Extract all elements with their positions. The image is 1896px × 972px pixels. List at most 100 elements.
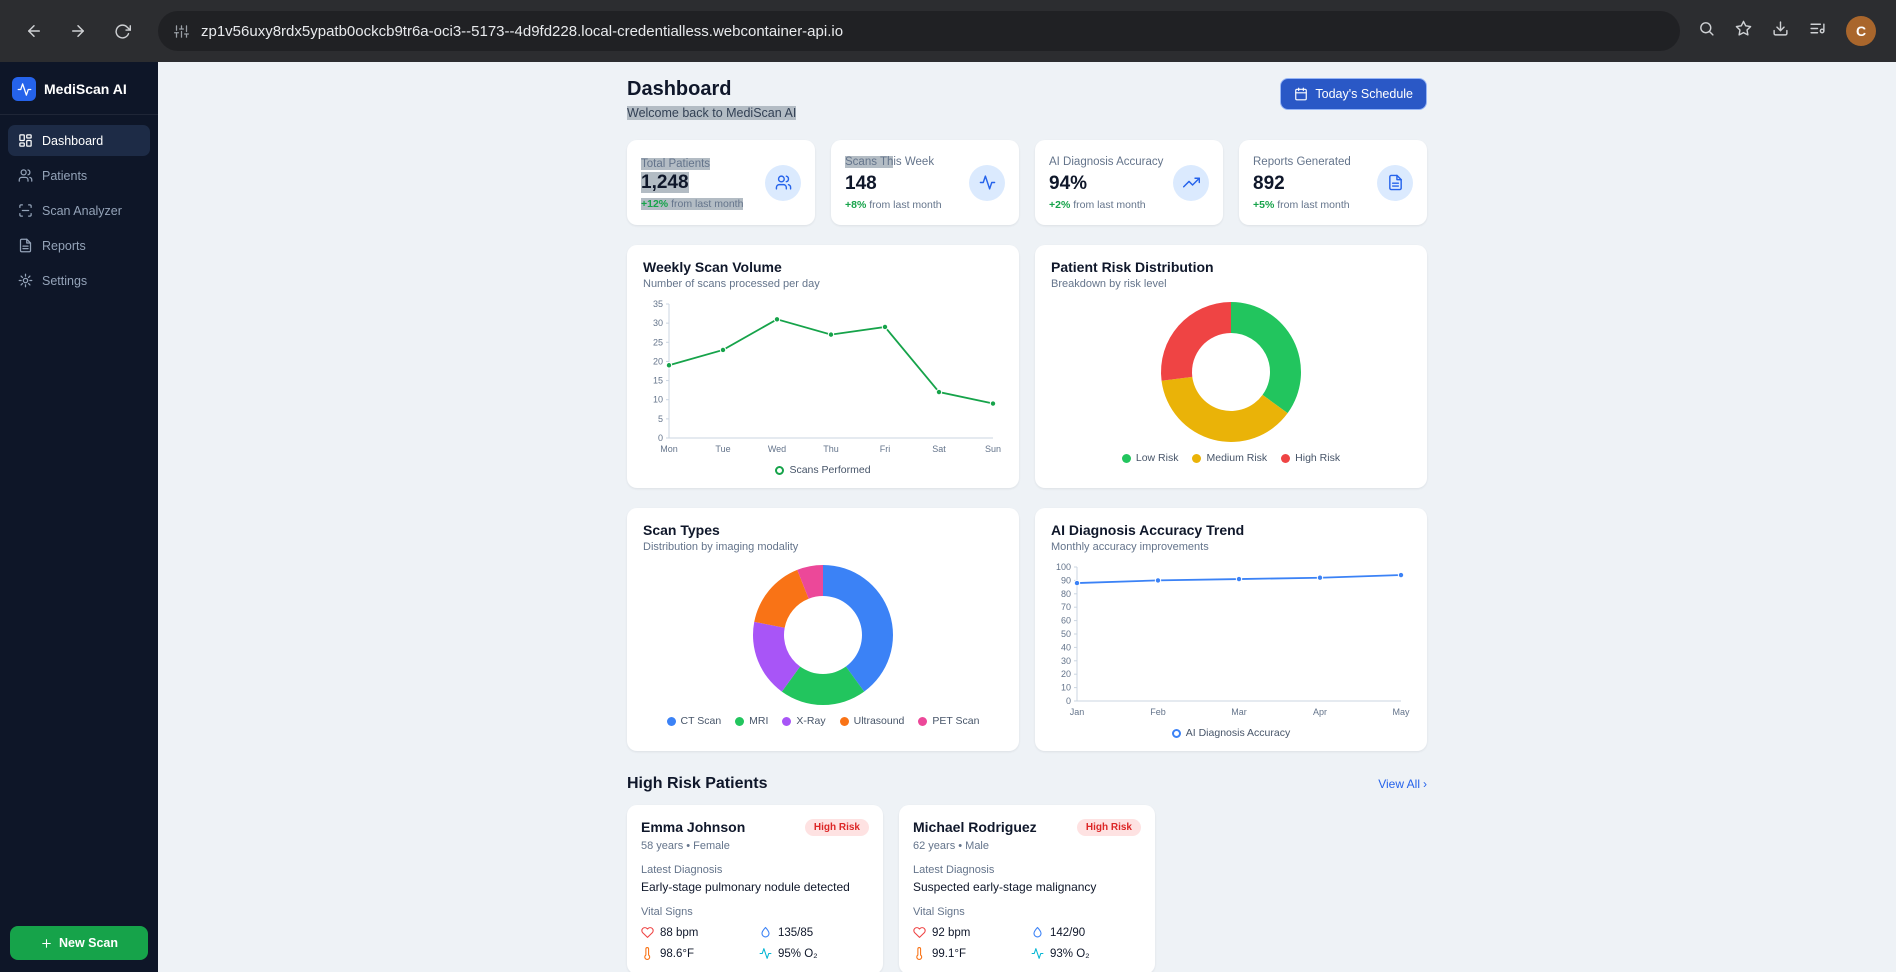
users-icon	[18, 169, 33, 182]
bookmark-star-icon[interactable]	[1735, 20, 1752, 42]
new-scan-button[interactable]: New Scan	[10, 926, 148, 960]
chart-legend: AI Diagnosis Accuracy	[1051, 727, 1411, 739]
stat-change: +8% from last month	[845, 199, 942, 211]
reload-button[interactable]	[104, 13, 140, 49]
svg-text:25: 25	[653, 337, 663, 347]
diagnosis-text: Early-stage pulmonary nodule detected	[641, 880, 850, 894]
svg-text:Apr: Apr	[1313, 707, 1327, 717]
legend-item: Scans Performed	[775, 464, 871, 476]
svg-text:70: 70	[1061, 602, 1071, 612]
charts-grid: Weekly Scan Volume Number of scans proce…	[627, 245, 1427, 751]
stat-value: 1,248	[641, 171, 689, 193]
svg-text:Tue: Tue	[715, 444, 730, 454]
sidebar-item-label: Settings	[42, 273, 88, 288]
stat-label: AI Diagnosis Accuracy	[1049, 156, 1164, 168]
stat-card-reports-generated: Reports Generated 892 +5% from last mont…	[1239, 140, 1427, 225]
svg-text:10: 10	[653, 395, 663, 405]
chart-card-scan-types: Scan Types Distribution by imaging modal…	[627, 508, 1019, 751]
chart-title: AI Diagnosis Accuracy Trend	[1051, 522, 1245, 538]
chart-card-weekly-scan-volume: Weekly Scan Volume Number of scans proce…	[627, 245, 1019, 488]
sidebar-item-settings[interactable]: Settings	[8, 265, 150, 296]
weekly-scan-volume-chart: 0 5 10 15 20 25 30 35 Mon Tue Wed Thu Fri Sat Sun	[653, 299, 1001, 454]
legend-item: Low Risk	[1121, 452, 1178, 464]
heart-icon	[641, 927, 654, 938]
page-subtitle: Welcome back to MediScan AI	[627, 106, 797, 120]
patient-name: Emma Johnson	[641, 819, 746, 835]
forward-button[interactable]	[60, 13, 96, 49]
svg-text:40: 40	[1061, 642, 1071, 652]
svg-text:20: 20	[653, 356, 663, 366]
site-settings-icon[interactable]	[174, 24, 189, 39]
chart-title: Weekly Scan Volume	[643, 259, 782, 275]
stat-label: Total Patients	[641, 157, 711, 170]
svg-text:50: 50	[1061, 629, 1071, 639]
svg-text:80: 80	[1061, 589, 1071, 599]
legend-item: High Risk	[1281, 452, 1340, 464]
view-all-link[interactable]: View All ›	[1378, 777, 1427, 791]
svg-text:Thu: Thu	[823, 444, 839, 454]
svg-text:Mar: Mar	[1231, 707, 1247, 717]
vitals-label: Vital Signs	[641, 906, 693, 918]
chart-legend: Scans Performed	[643, 464, 1003, 476]
media-queue-icon[interactable]	[1809, 20, 1826, 42]
gear-icon	[18, 273, 33, 288]
sidebar-nav: Dashboard Patients Scan Analyzer Reports…	[0, 115, 158, 306]
sidebar: MediScan AI Dashboard Patients Scan Anal…	[0, 62, 158, 972]
brand: MediScan AI	[0, 62, 158, 115]
sidebar-item-label: Reports	[42, 238, 86, 253]
stat-change: +12% from last month	[641, 197, 744, 210]
back-button[interactable]	[16, 13, 52, 49]
trending-up-icon	[1173, 164, 1209, 201]
svg-text:30: 30	[1061, 656, 1071, 666]
calendar-icon	[1295, 87, 1308, 101]
stat-card-scans-this-week: Scans This Week 148 +8% from last month	[831, 140, 1019, 225]
chart-title: Patient Risk Distribution	[1051, 259, 1214, 275]
svg-text:Fri: Fri	[880, 444, 891, 454]
patient-demographics: 62 years • Male	[913, 840, 989, 852]
svg-text:Sun: Sun	[985, 444, 1001, 454]
sidebar-item-scan-analyzer[interactable]: Scan Analyzer	[8, 195, 150, 226]
users-icon	[765, 164, 801, 201]
url-text[interactable]: zp1v56uxy8rdx5ypatb0ockcb9tr6a-oci3--517…	[201, 22, 844, 40]
svg-text:100: 100	[1056, 562, 1071, 572]
stat-change: +5% from last month	[1253, 199, 1350, 211]
patient-demographics: 58 years • Female	[641, 840, 730, 852]
risk-badge: High Risk	[1076, 819, 1141, 836]
todays-schedule-button[interactable]: Today's Schedule	[1280, 78, 1427, 110]
heart-icon	[913, 927, 926, 938]
oxygen-icon	[1031, 948, 1044, 959]
chart-legend: CT Scan MRI X-Ray Ultrasound PET Scan	[643, 715, 1003, 727]
sidebar-item-patients[interactable]: Patients	[8, 160, 150, 191]
legend-item: MRI	[735, 715, 768, 727]
risk-badge: High Risk	[804, 819, 869, 836]
vital-blood-pressure: 142/90	[1031, 926, 1141, 939]
legend-item: CT Scan	[666, 715, 721, 727]
svg-text:15: 15	[653, 376, 663, 386]
oxygen-icon	[759, 948, 772, 959]
brand-name: MediScan AI	[44, 81, 127, 97]
main-content: Dashboard Welcome back to MediScan AI To…	[158, 62, 1896, 972]
svg-text:Sat: Sat	[932, 444, 946, 454]
stat-label: Reports Generated	[1253, 156, 1351, 168]
sidebar-item-dashboard[interactable]: Dashboard	[8, 125, 150, 156]
address-bar[interactable]: zp1v56uxy8rdx5ypatb0ockcb9tr6a-oci3--517…	[158, 11, 1680, 51]
diagnosis-text: Suspected early-stage malignancy	[913, 880, 1097, 894]
thermometer-icon	[916, 947, 923, 960]
scan-types-donut-chart	[753, 565, 893, 705]
svg-text:90: 90	[1061, 575, 1071, 585]
vital-blood-pressure: 135/85	[759, 926, 869, 939]
chart-card-patient-risk-distribution: Patient Risk Distribution Breakdown by r…	[1035, 245, 1427, 488]
profile-avatar[interactable]: C	[1846, 16, 1876, 46]
chart-subtitle: Monthly accuracy improvements	[1051, 541, 1209, 553]
download-icon[interactable]	[1772, 20, 1789, 42]
diagnosis-label: Latest Diagnosis	[641, 864, 723, 876]
zoom-icon[interactable]	[1698, 20, 1715, 42]
diagnosis-label: Latest Diagnosis	[913, 864, 995, 876]
chart-legend: Low Risk Medium Risk High Risk	[1051, 452, 1411, 464]
vital-heart-rate: 88 bpm	[641, 926, 751, 939]
patient-risk-donut-chart	[1160, 302, 1301, 442]
sidebar-item-reports[interactable]: Reports	[8, 230, 150, 261]
chart-subtitle: Number of scans processed per day	[643, 278, 820, 290]
sidebar-item-label: Scan Analyzer	[42, 203, 122, 218]
vital-heart-rate: 92 bpm	[913, 926, 1023, 939]
